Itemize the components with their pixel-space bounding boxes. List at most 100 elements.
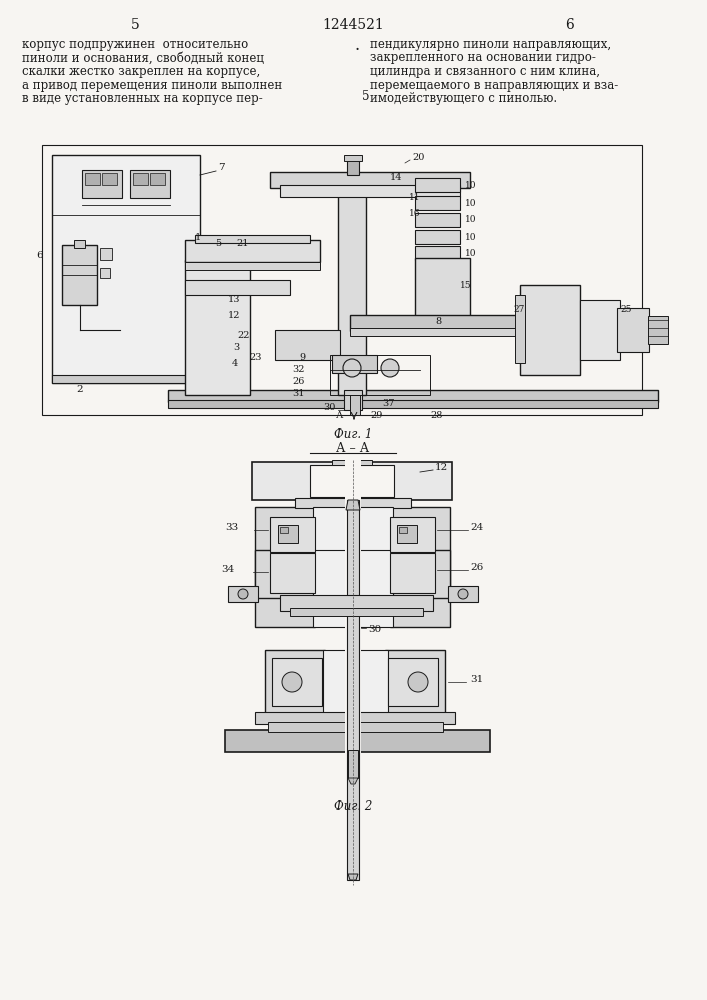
Bar — [385, 650, 445, 715]
Text: пендикулярно пиноли направляющих,: пендикулярно пиноли направляющих, — [370, 38, 611, 51]
Text: 5: 5 — [215, 238, 221, 247]
Text: 10: 10 — [465, 232, 477, 241]
Text: пиноли и основания, свободный конец: пиноли и основания, свободный конец — [22, 51, 264, 64]
Text: 30: 30 — [368, 626, 381, 635]
Bar — [265, 650, 325, 715]
Text: 29: 29 — [370, 410, 382, 420]
Bar — [415, 213, 460, 227]
Text: цилиндра и связанного с ним клина,: цилиндра и связанного с ним клина, — [370, 65, 600, 78]
Text: 27: 27 — [513, 306, 525, 314]
Polygon shape — [346, 500, 360, 510]
Text: ·: · — [354, 42, 360, 59]
Text: 23: 23 — [250, 354, 262, 362]
Bar — [295, 498, 411, 508]
Text: 8: 8 — [435, 318, 441, 326]
Bar — [133, 173, 148, 185]
Text: 6: 6 — [566, 18, 574, 32]
Bar — [252, 462, 452, 500]
Bar — [130, 170, 170, 198]
Text: 21: 21 — [236, 238, 248, 247]
Bar — [52, 155, 200, 383]
Bar — [270, 172, 470, 188]
Text: 4: 4 — [232, 359, 238, 367]
Bar — [338, 180, 366, 395]
Text: 32: 32 — [293, 365, 305, 374]
Bar — [345, 460, 361, 890]
Text: 31: 31 — [470, 676, 484, 684]
Bar — [310, 465, 394, 497]
Bar — [42, 145, 642, 415]
Text: 13: 13 — [228, 296, 240, 304]
Bar — [313, 550, 393, 598]
Bar — [268, 722, 443, 732]
Bar — [397, 525, 417, 543]
Bar — [390, 507, 450, 627]
Text: имодействующего с пинолью.: имодействующего с пинолью. — [370, 92, 557, 105]
Text: 12: 12 — [228, 310, 240, 320]
Bar — [415, 246, 460, 260]
Bar — [415, 258, 470, 323]
Text: Фиг. 2: Фиг. 2 — [334, 800, 372, 813]
Text: 5: 5 — [131, 18, 139, 32]
Bar — [272, 658, 322, 706]
Bar — [350, 328, 520, 336]
Bar — [348, 750, 358, 778]
Bar — [278, 525, 298, 543]
Bar — [313, 507, 393, 627]
Text: 24: 24 — [470, 522, 484, 532]
Bar — [415, 230, 460, 244]
Bar — [347, 500, 359, 880]
Text: 20: 20 — [412, 153, 424, 162]
Bar — [270, 553, 315, 593]
Text: А: А — [337, 412, 344, 420]
Bar — [272, 658, 322, 706]
Text: 10: 10 — [465, 198, 477, 208]
Bar — [332, 355, 377, 373]
Bar — [185, 260, 250, 395]
Bar — [390, 517, 435, 552]
Polygon shape — [348, 778, 358, 784]
Bar — [580, 300, 620, 360]
Bar — [74, 240, 85, 248]
Text: 26: 26 — [470, 564, 484, 572]
Circle shape — [408, 672, 428, 692]
Bar — [100, 268, 110, 278]
Bar — [255, 550, 315, 598]
Bar — [347, 157, 359, 175]
Bar — [255, 507, 315, 627]
Bar — [344, 390, 362, 410]
Text: 30: 30 — [324, 402, 336, 412]
Text: 14: 14 — [390, 174, 402, 182]
Text: а привод перемещения пиноли выполнен: а привод перемещения пиноли выполнен — [22, 79, 282, 92]
Text: 1244521: 1244521 — [322, 18, 384, 32]
Polygon shape — [348, 874, 358, 880]
Bar — [275, 330, 340, 360]
Bar — [270, 517, 315, 552]
Circle shape — [238, 589, 248, 599]
Bar — [195, 235, 310, 243]
Circle shape — [282, 672, 302, 692]
Bar — [185, 240, 320, 262]
Text: корпус подпружинен  относительно: корпус подпружинен относительно — [22, 38, 248, 51]
Bar — [390, 553, 435, 593]
Bar — [62, 245, 97, 305]
Text: перемещаемого в направляющих и вза-: перемещаемого в направляющих и вза- — [370, 79, 618, 92]
Bar — [280, 595, 433, 611]
Bar — [252, 462, 452, 500]
Bar — [290, 608, 423, 616]
Circle shape — [458, 589, 468, 599]
Bar — [270, 553, 315, 593]
Bar — [415, 178, 460, 192]
Text: 2: 2 — [76, 385, 83, 394]
Bar — [520, 285, 580, 375]
Bar — [255, 550, 315, 598]
Bar — [168, 400, 658, 408]
Text: 26: 26 — [293, 377, 305, 386]
Text: 3: 3 — [234, 344, 240, 353]
Text: 9: 9 — [299, 354, 305, 362]
Bar — [648, 316, 668, 344]
Bar — [82, 170, 122, 198]
Bar — [228, 586, 258, 602]
Bar — [390, 517, 435, 552]
Bar — [85, 173, 100, 185]
